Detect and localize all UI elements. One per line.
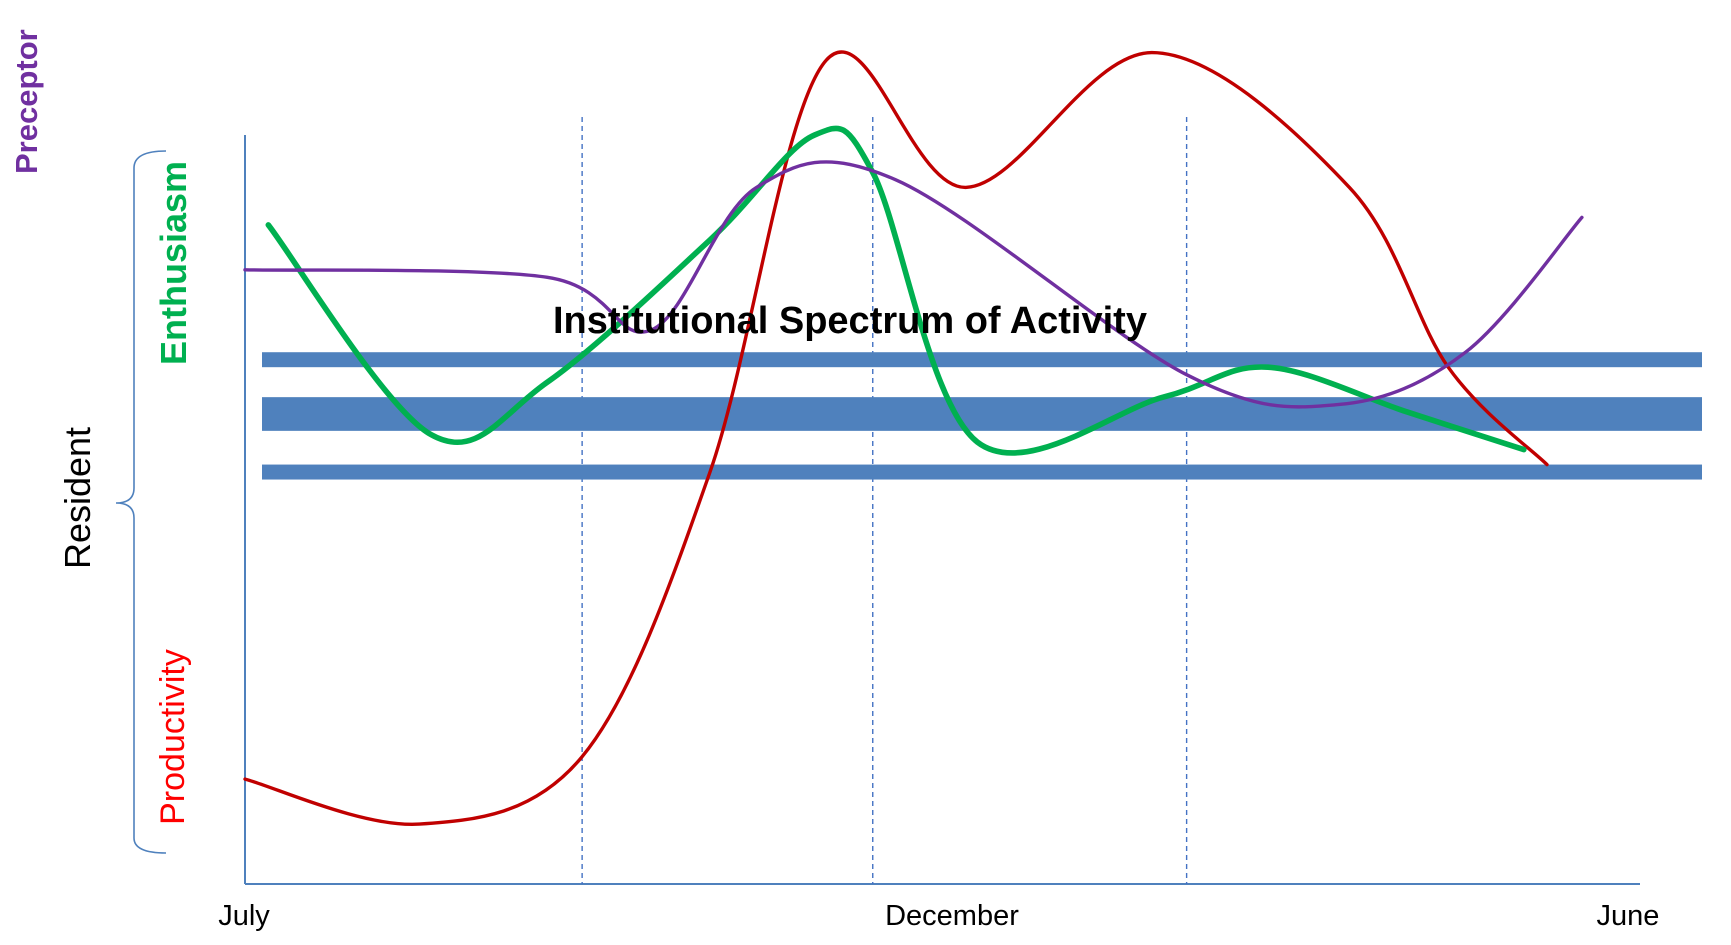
band-label: Institutional Spectrum of Activity: [553, 300, 1147, 342]
resident-brace: [115, 150, 167, 854]
band-thick-middle: [262, 397, 1702, 431]
x-tick-label-june: June: [1596, 900, 1660, 932]
band-thin-top: [262, 352, 1702, 368]
y-label-enthusiasm: Enthusiasm: [153, 160, 194, 365]
y-group-label-resident: Resident: [57, 426, 98, 570]
band-thin-bottom: [262, 464, 1702, 480]
x-tick-label-december: December: [885, 900, 1019, 932]
y-label-preceptor: Preceptor: [9, 29, 44, 174]
x-tick-label-july: July: [218, 900, 270, 932]
series-line-preceptor: [243, 160, 1584, 409]
y-label-productivity: Productivity: [154, 649, 192, 825]
series-line-productivity: [243, 50, 1549, 826]
